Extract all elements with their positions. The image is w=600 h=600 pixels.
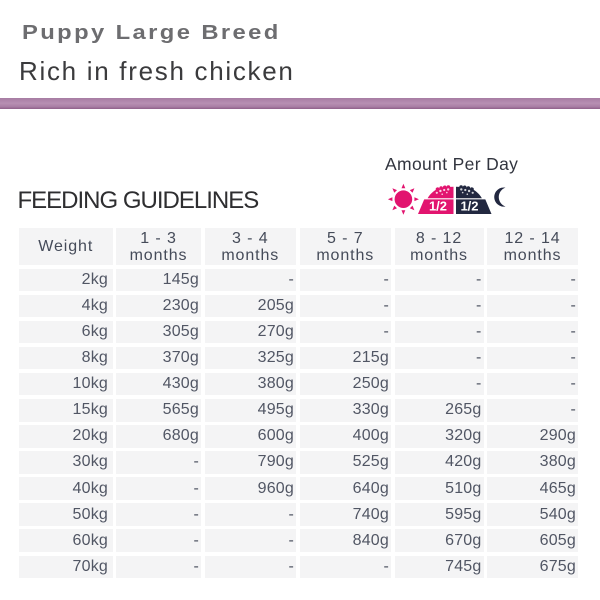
svg-text:1/2: 1/2: [460, 199, 478, 214]
svg-text:1/2: 1/2: [429, 199, 447, 214]
